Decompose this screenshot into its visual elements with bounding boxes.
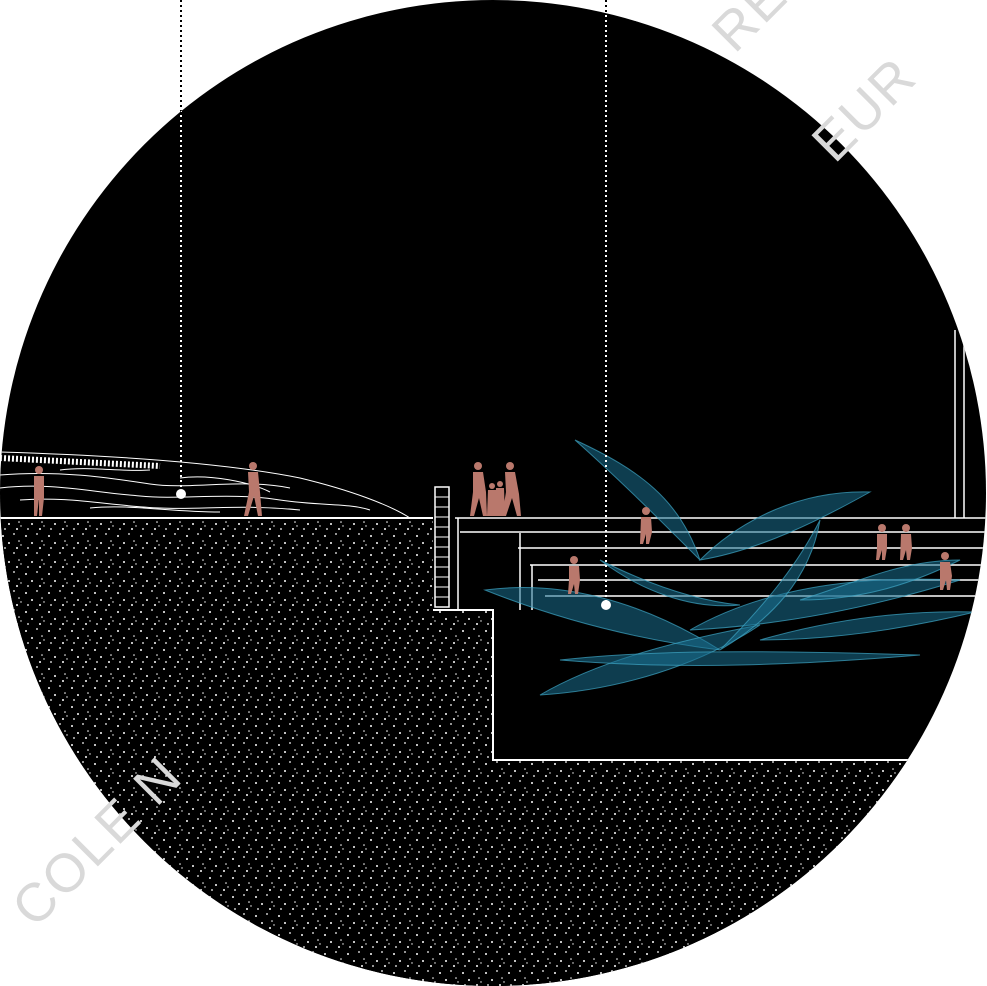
left-terrace [0,451,411,519]
callout-dot-left [176,489,186,499]
person-figure [876,524,887,560]
soil-ground [0,518,986,986]
person-figure [940,552,952,590]
person-figure [495,481,505,516]
person-figure [502,462,521,516]
retaining-wall [434,486,450,608]
person-figure [34,466,44,516]
callout-markers [176,0,611,610]
callout-dot-right [601,600,611,610]
person-figure [900,524,912,560]
people [34,462,952,594]
person-figure [568,556,580,594]
person-figure [470,462,487,516]
ground-line [0,517,910,761]
person-figure [640,507,652,544]
person-figure [244,462,262,516]
person-figure [487,483,497,516]
foliage [483,439,976,696]
